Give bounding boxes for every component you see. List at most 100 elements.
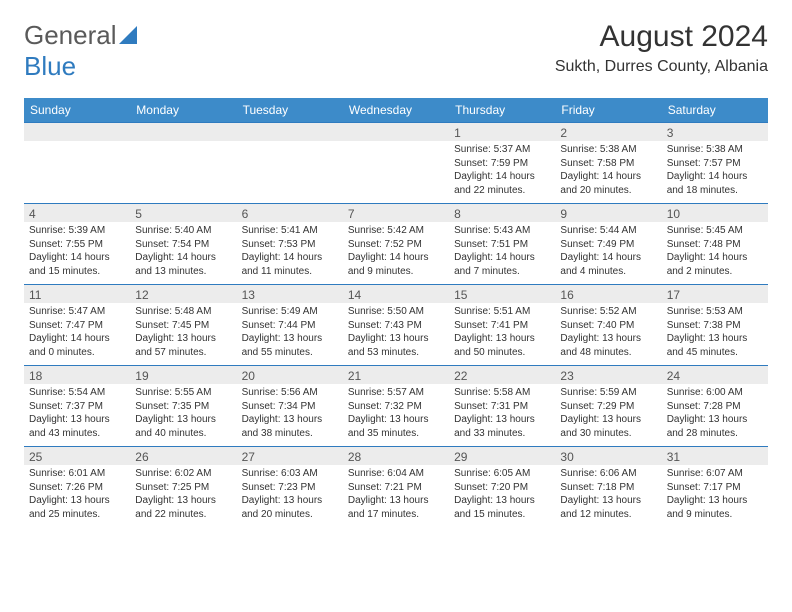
day-number: 9: [555, 204, 661, 222]
day-number: [343, 123, 449, 141]
calendar-day-cell: 10Sunrise: 5:45 AMSunset: 7:48 PMDayligh…: [662, 204, 768, 285]
calendar-header-row: SundayMondayTuesdayWednesdayThursdayFrid…: [24, 98, 768, 123]
day-detail: Sunrise: 6:00 AMSunset: 7:28 PMDaylight:…: [662, 384, 768, 446]
day-number: 11: [24, 285, 130, 303]
day-detail: Sunrise: 5:40 AMSunset: 7:54 PMDaylight:…: [130, 222, 236, 284]
day-detail: Sunrise: 5:50 AMSunset: 7:43 PMDaylight:…: [343, 303, 449, 365]
day-detail: Sunrise: 5:41 AMSunset: 7:53 PMDaylight:…: [237, 222, 343, 284]
day-number: 5: [130, 204, 236, 222]
day-number: 17: [662, 285, 768, 303]
day-detail: Sunrise: 5:43 AMSunset: 7:51 PMDaylight:…: [449, 222, 555, 284]
day-number: 21: [343, 366, 449, 384]
calendar-day-cell: 15Sunrise: 5:51 AMSunset: 7:41 PMDayligh…: [449, 285, 555, 366]
day-number: 18: [24, 366, 130, 384]
day-detail: Sunrise: 6:04 AMSunset: 7:21 PMDaylight:…: [343, 465, 449, 527]
day-detail: Sunrise: 5:58 AMSunset: 7:31 PMDaylight:…: [449, 384, 555, 446]
calendar-day-cell: 24Sunrise: 6:00 AMSunset: 7:28 PMDayligh…: [662, 366, 768, 447]
day-detail: Sunrise: 5:37 AMSunset: 7:59 PMDaylight:…: [449, 141, 555, 203]
calendar-day-cell: 1Sunrise: 5:37 AMSunset: 7:59 PMDaylight…: [449, 123, 555, 204]
calendar-day-cell: 30Sunrise: 6:06 AMSunset: 7:18 PMDayligh…: [555, 447, 661, 528]
brand-part1: General: [24, 20, 117, 50]
day-detail: Sunrise: 5:48 AMSunset: 7:45 PMDaylight:…: [130, 303, 236, 365]
day-detail: [130, 141, 236, 201]
day-number: 24: [662, 366, 768, 384]
calendar-day-cell: 31Sunrise: 6:07 AMSunset: 7:17 PMDayligh…: [662, 447, 768, 528]
calendar-day-cell: 3Sunrise: 5:38 AMSunset: 7:57 PMDaylight…: [662, 123, 768, 204]
calendar-day-cell: 27Sunrise: 6:03 AMSunset: 7:23 PMDayligh…: [237, 447, 343, 528]
title-block: August 2024 Sukth, Durres County, Albani…: [555, 20, 768, 76]
calendar-day-cell: 2Sunrise: 5:38 AMSunset: 7:58 PMDaylight…: [555, 123, 661, 204]
day-number: 26: [130, 447, 236, 465]
day-detail: Sunrise: 5:39 AMSunset: 7:55 PMDaylight:…: [24, 222, 130, 284]
calendar-day-cell: 16Sunrise: 5:52 AMSunset: 7:40 PMDayligh…: [555, 285, 661, 366]
day-detail: Sunrise: 5:59 AMSunset: 7:29 PMDaylight:…: [555, 384, 661, 446]
weekday-header: Thursday: [449, 98, 555, 123]
calendar-day-cell: [343, 123, 449, 204]
day-number: 20: [237, 366, 343, 384]
day-detail: [343, 141, 449, 201]
day-number: 28: [343, 447, 449, 465]
day-detail: Sunrise: 6:02 AMSunset: 7:25 PMDaylight:…: [130, 465, 236, 527]
calendar-day-cell: 7Sunrise: 5:42 AMSunset: 7:52 PMDaylight…: [343, 204, 449, 285]
day-detail: Sunrise: 5:38 AMSunset: 7:58 PMDaylight:…: [555, 141, 661, 203]
calendar-day-cell: 18Sunrise: 5:54 AMSunset: 7:37 PMDayligh…: [24, 366, 130, 447]
day-number: 31: [662, 447, 768, 465]
weekday-header: Wednesday: [343, 98, 449, 123]
calendar-day-cell: 13Sunrise: 5:49 AMSunset: 7:44 PMDayligh…: [237, 285, 343, 366]
day-detail: [24, 141, 130, 201]
weekday-header: Saturday: [662, 98, 768, 123]
calendar-day-cell: 23Sunrise: 5:59 AMSunset: 7:29 PMDayligh…: [555, 366, 661, 447]
calendar-day-cell: [24, 123, 130, 204]
day-number: 23: [555, 366, 661, 384]
page-title: August 2024: [555, 20, 768, 54]
location-subtitle: Sukth, Durres County, Albania: [555, 58, 768, 76]
calendar-day-cell: 14Sunrise: 5:50 AMSunset: 7:43 PMDayligh…: [343, 285, 449, 366]
calendar-day-cell: 11Sunrise: 5:47 AMSunset: 7:47 PMDayligh…: [24, 285, 130, 366]
day-detail: Sunrise: 5:45 AMSunset: 7:48 PMDaylight:…: [662, 222, 768, 284]
day-number: 2: [555, 123, 661, 141]
calendar-week-row: 1Sunrise: 5:37 AMSunset: 7:59 PMDaylight…: [24, 123, 768, 204]
day-number: 16: [555, 285, 661, 303]
day-number: 13: [237, 285, 343, 303]
day-detail: Sunrise: 5:55 AMSunset: 7:35 PMDaylight:…: [130, 384, 236, 446]
calendar-day-cell: 12Sunrise: 5:48 AMSunset: 7:45 PMDayligh…: [130, 285, 236, 366]
calendar-day-cell: 8Sunrise: 5:43 AMSunset: 7:51 PMDaylight…: [449, 204, 555, 285]
calendar-week-row: 18Sunrise: 5:54 AMSunset: 7:37 PMDayligh…: [24, 366, 768, 447]
day-detail: Sunrise: 6:05 AMSunset: 7:20 PMDaylight:…: [449, 465, 555, 527]
calendar-day-cell: [237, 123, 343, 204]
calendar-day-cell: 9Sunrise: 5:44 AMSunset: 7:49 PMDaylight…: [555, 204, 661, 285]
day-detail: [237, 141, 343, 201]
day-detail: Sunrise: 5:53 AMSunset: 7:38 PMDaylight:…: [662, 303, 768, 365]
day-number: 25: [24, 447, 130, 465]
day-number: 3: [662, 123, 768, 141]
day-detail: Sunrise: 5:56 AMSunset: 7:34 PMDaylight:…: [237, 384, 343, 446]
day-number: 10: [662, 204, 768, 222]
day-number: 29: [449, 447, 555, 465]
day-detail: Sunrise: 5:47 AMSunset: 7:47 PMDaylight:…: [24, 303, 130, 365]
weekday-header: Monday: [130, 98, 236, 123]
day-number: 8: [449, 204, 555, 222]
day-detail: Sunrise: 5:49 AMSunset: 7:44 PMDaylight:…: [237, 303, 343, 365]
day-number: 19: [130, 366, 236, 384]
brand-logo: GeneralBlue: [24, 20, 141, 82]
day-number: 1: [449, 123, 555, 141]
calendar-day-cell: 22Sunrise: 5:58 AMSunset: 7:31 PMDayligh…: [449, 366, 555, 447]
weekday-header: Tuesday: [237, 98, 343, 123]
day-detail: Sunrise: 6:07 AMSunset: 7:17 PMDaylight:…: [662, 465, 768, 527]
page-header: GeneralBlue August 2024 Sukth, Durres Co…: [24, 20, 768, 82]
day-number: 12: [130, 285, 236, 303]
day-number: 14: [343, 285, 449, 303]
day-detail: Sunrise: 6:06 AMSunset: 7:18 PMDaylight:…: [555, 465, 661, 527]
calendar-day-cell: 25Sunrise: 6:01 AMSunset: 7:26 PMDayligh…: [24, 447, 130, 528]
calendar-day-cell: 20Sunrise: 5:56 AMSunset: 7:34 PMDayligh…: [237, 366, 343, 447]
day-detail: Sunrise: 5:57 AMSunset: 7:32 PMDaylight:…: [343, 384, 449, 446]
day-detail: Sunrise: 5:51 AMSunset: 7:41 PMDaylight:…: [449, 303, 555, 365]
calendar-week-row: 25Sunrise: 6:01 AMSunset: 7:26 PMDayligh…: [24, 447, 768, 528]
day-detail: Sunrise: 5:44 AMSunset: 7:49 PMDaylight:…: [555, 222, 661, 284]
day-number: [130, 123, 236, 141]
weekday-header: Sunday: [24, 98, 130, 123]
day-number: 30: [555, 447, 661, 465]
calendar-day-cell: 5Sunrise: 5:40 AMSunset: 7:54 PMDaylight…: [130, 204, 236, 285]
calendar-week-row: 4Sunrise: 5:39 AMSunset: 7:55 PMDaylight…: [24, 204, 768, 285]
weekday-header: Friday: [555, 98, 661, 123]
